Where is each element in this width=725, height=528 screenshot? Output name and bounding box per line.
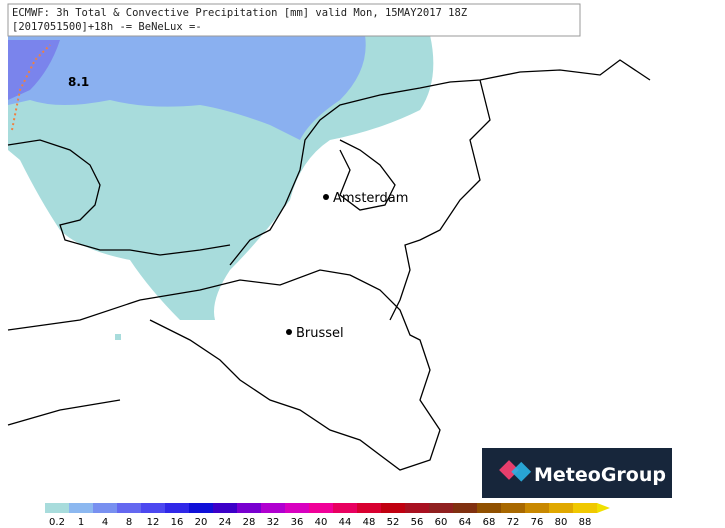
legend-label: 56 (411, 517, 424, 528)
precip-heavy (8, 40, 60, 100)
legend-swatch (237, 503, 262, 513)
precip-field (8, 35, 434, 340)
border-belgium (7, 269, 441, 471)
legend-swatch (357, 503, 382, 513)
legend-label: 0.2 (49, 517, 65, 528)
legend-swatch (381, 503, 406, 513)
header-line: ECMWF: 3h Total & Convective Precipitati… (12, 7, 467, 19)
legend-swatch (45, 503, 70, 513)
precip-spot (115, 334, 121, 340)
header-line: [2017051500]+18h -= BeNeLux =- (12, 21, 202, 33)
legend-swatch (261, 503, 286, 513)
legend-swatch (189, 503, 214, 513)
legend-swatch (213, 503, 238, 513)
legend-swatch (477, 503, 502, 513)
legend-label: 44 (339, 517, 352, 528)
legend-label: 24 (219, 517, 232, 528)
legend-swatch (429, 503, 454, 513)
legend-label: 8 (126, 517, 132, 528)
legend-label: 16 (171, 517, 184, 528)
legend-label: 76 (531, 517, 544, 528)
legend-label: 52 (387, 517, 400, 528)
legend: 0.2 1 4 8 12 16 20 24 28 32 36 40 44 48 52 56 60 64 68 72 76… (45, 503, 610, 528)
city-marker (323, 194, 329, 200)
lake-ijssel (339, 139, 396, 211)
legend-label: 12 (147, 517, 160, 528)
legend-label: 80 (555, 517, 568, 528)
coast-england (7, 139, 231, 256)
legend-label: 60 (435, 517, 448, 528)
legend-swatch (69, 503, 94, 513)
legend-label: 68 (483, 517, 496, 528)
legend-swatch (309, 503, 334, 513)
legend-swatch (165, 503, 190, 513)
legend-label: 72 (507, 517, 520, 528)
header-box (7, 3, 581, 37)
contour (11, 44, 51, 131)
legend-swatch (117, 503, 142, 513)
precip-moderate (8, 35, 366, 140)
coast-netherlands (229, 59, 651, 266)
legend-label: 1 (78, 517, 84, 528)
coast-france (7, 399, 121, 426)
value-annotation: 8.1 (68, 75, 89, 89)
logo-text: MeteoGroup (534, 464, 666, 486)
legend-label: 48 (363, 517, 376, 528)
legend-label: 20 (195, 517, 208, 528)
legend-swatch (525, 503, 550, 513)
logo-icon (499, 460, 532, 482)
legend-label: 36 (291, 517, 304, 528)
city-label: Amsterdam (333, 191, 408, 206)
legend-label: 32 (267, 517, 280, 528)
legend-swatch (141, 503, 166, 513)
legend-label: 64 (459, 517, 472, 528)
legend-label: 28 (243, 517, 256, 528)
legend-arrow (597, 503, 610, 513)
legend-swatch (501, 503, 526, 513)
legend-label: 40 (315, 517, 328, 528)
legend-swatch (93, 503, 118, 513)
legend-swatch (453, 503, 478, 513)
city-marker (286, 329, 292, 335)
border-germany (389, 79, 491, 321)
legend-swatch (285, 503, 310, 513)
city-label: Brussel (296, 326, 344, 341)
legend-label: 88 (579, 517, 592, 528)
coastlines (7, 59, 651, 471)
legend-swatch (405, 503, 430, 513)
legend-swatch (333, 503, 358, 513)
legend-label: 4 (102, 517, 108, 528)
legend-swatch (549, 503, 574, 513)
legend-swatch (573, 503, 598, 513)
